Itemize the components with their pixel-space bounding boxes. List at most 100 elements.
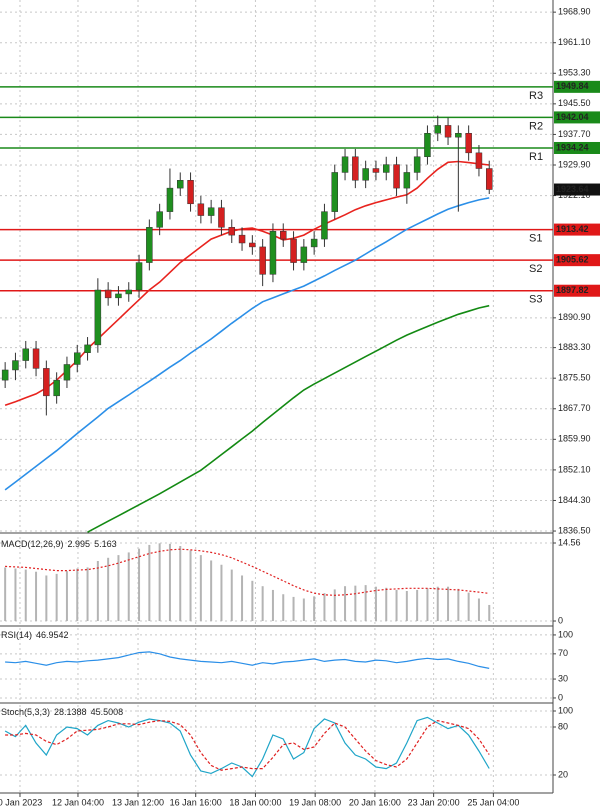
y-tick-label: 1836.50 [558, 525, 591, 535]
y-tick-label: 1875.50 [558, 373, 591, 383]
y-tick-label: 1844.30 [558, 495, 591, 505]
candle-body [32, 348, 40, 369]
candle-body [146, 227, 153, 263]
last-value: 46.9542 [36, 630, 69, 640]
y-tick-label: 20 [558, 769, 568, 779]
histogram-bar [344, 586, 347, 622]
candle-body [84, 344, 91, 353]
candle-body [321, 211, 328, 240]
candle-body [63, 364, 71, 381]
histogram-bar [261, 586, 264, 622]
candle-body [43, 368, 50, 397]
histogram-bar [436, 586, 439, 622]
candle-body [269, 230, 277, 275]
x-tick-label: 25 Jan 04:00 [467, 797, 519, 807]
histogram-bar [220, 564, 223, 622]
candle-body [197, 203, 205, 216]
candle-body [104, 289, 112, 299]
level-name: R2 [529, 120, 543, 132]
histogram-bar [323, 593, 326, 622]
candle-body [176, 180, 184, 189]
x-tick-label: 12 Jan 04:00 [52, 797, 104, 807]
candle-body [228, 227, 235, 236]
candle-body [187, 180, 194, 205]
histogram-bar [158, 543, 161, 622]
level-label-box [554, 223, 600, 236]
histogram-bar [35, 571, 38, 622]
histogram-bar [488, 604, 491, 622]
histogram-bar [416, 589, 419, 622]
candle-body [125, 289, 132, 295]
candle-body [341, 156, 349, 173]
histogram-bar [14, 568, 17, 622]
candle-body [362, 168, 369, 181]
histogram-bar [76, 568, 79, 622]
y-tick-label: 1883.30 [558, 342, 591, 352]
y-tick-label: 1961.10 [558, 37, 591, 47]
candle-body [12, 360, 19, 371]
level-label-box [554, 284, 600, 297]
candle-body [207, 207, 215, 216]
y-tick-label: 100 [558, 629, 573, 639]
histogram-bar [467, 592, 470, 622]
histogram-bar [210, 560, 213, 622]
panel-name: Stoch(5,3,3) [1, 707, 50, 717]
candle-body [135, 262, 143, 291]
level-label-box [554, 111, 600, 124]
panel-name: RSI(14) [1, 630, 32, 640]
panel-name: MACD(12,26,9) [1, 539, 64, 549]
x-tick-label: 16 Jan 16:00 [170, 797, 222, 807]
x-tick-label: 13 Jan 12:00 [112, 797, 164, 807]
y-tick-label: 0 [558, 692, 563, 702]
candle-body [352, 156, 359, 181]
histogram-bar [148, 544, 151, 622]
candle-body [166, 187, 174, 212]
histogram-bar [385, 587, 388, 622]
histogram-bar [65, 571, 68, 622]
level-name: S2 [529, 263, 542, 275]
y-tick-label: 1945.50 [558, 98, 591, 108]
candle-body [94, 289, 102, 346]
y-tick-label: 30 [558, 673, 568, 683]
level-name: R3 [529, 90, 543, 102]
x-tick-label: 19 Jan 08:00 [289, 797, 341, 807]
y-tick-label: 1890.90 [558, 312, 591, 322]
histogram-bar [127, 552, 130, 622]
histogram-bar [426, 588, 429, 622]
candle-body [115, 293, 122, 299]
y-tick-label: 1929.90 [558, 159, 591, 169]
candle-body [238, 234, 246, 244]
line-series [5, 719, 490, 771]
histogram-bar [107, 557, 110, 622]
histogram-bar [282, 594, 285, 622]
y-tick-label: 100 [558, 705, 573, 715]
histogram-bar [395, 589, 398, 622]
last-value: 2.995 [68, 539, 91, 549]
last-value: 45.5008 [91, 707, 124, 717]
candle-body [372, 168, 380, 173]
x-tick-label: 18 Jan 00:00 [229, 797, 281, 807]
histogram-bar [405, 591, 408, 622]
candle-body [22, 348, 29, 361]
candle-body [475, 152, 483, 169]
level-label: 1897.82 [556, 285, 589, 295]
y-tick-label: 80 [558, 721, 568, 731]
candle-body [300, 246, 308, 263]
histogram-bar [313, 596, 316, 622]
level-label: 1905.62 [556, 255, 589, 265]
level-label: 1934.24 [556, 142, 589, 152]
candle-body [73, 352, 81, 365]
histogram-bar [477, 598, 480, 622]
line-series [5, 548, 490, 596]
histogram-bar [86, 567, 89, 622]
histogram-bar [302, 598, 305, 622]
candle-body [413, 156, 421, 173]
y-tick-label: 70 [558, 648, 568, 658]
candle-body [424, 133, 431, 158]
y-tick-label: 1867.70 [558, 403, 591, 413]
line-series [4, 197, 490, 491]
candle-body [290, 238, 297, 263]
candle-body [485, 168, 493, 190]
line-series [5, 651, 490, 669]
